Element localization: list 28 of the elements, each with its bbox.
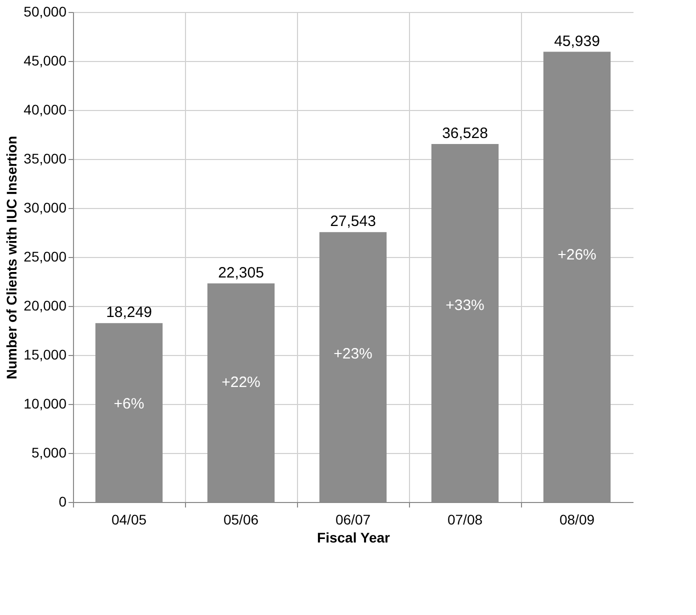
y-tick-label: 45,000 xyxy=(24,52,67,68)
x-tick-label: 05/06 xyxy=(223,512,259,528)
x-axis-title: Fiscal Year xyxy=(317,530,391,546)
y-tick-label: 15,000 xyxy=(24,346,67,362)
annotation: +26% xyxy=(558,246,596,264)
y-tick-label: 35,000 xyxy=(24,150,67,166)
y-tick-label: 25,000 xyxy=(24,248,67,264)
annotation: +22% xyxy=(222,374,260,391)
data-label: 45,939 xyxy=(554,32,600,50)
data-label: 22,305 xyxy=(218,264,264,282)
x-tick-label: 04/05 xyxy=(111,512,147,528)
data-label: 18,249 xyxy=(106,304,152,322)
x-tick-label: 07/08 xyxy=(447,512,483,528)
annotation: +23% xyxy=(334,346,372,363)
x-tick-label: 06/07 xyxy=(335,512,371,528)
data-label: 36,528 xyxy=(442,125,488,142)
y-tick-label: 10,000 xyxy=(24,396,67,412)
annotation: +6% xyxy=(114,396,144,413)
y-tick-label: 40,000 xyxy=(24,102,67,118)
data-label: 27,543 xyxy=(330,213,376,230)
x-tick-label: 08/09 xyxy=(559,512,595,528)
y-tick-label: 20,000 xyxy=(24,298,67,314)
y-tick-label: 5,000 xyxy=(31,444,67,460)
y-axis-title: Number of Clients with IUC Insertion xyxy=(4,136,20,380)
y-tick-label: 0 xyxy=(58,494,67,510)
y-tick-label: 50,000 xyxy=(24,4,67,20)
annotation: +33% xyxy=(446,297,484,314)
y-tick-label: 30,000 xyxy=(24,200,67,216)
